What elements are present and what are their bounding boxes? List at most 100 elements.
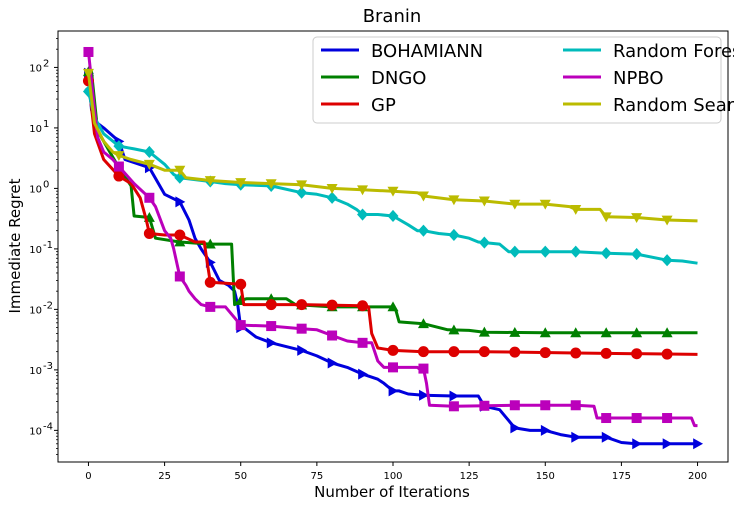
series-line-bohamiann (87, 73, 698, 446)
y-tick-label: 10 (29, 63, 42, 74)
data-point-gp (417, 346, 429, 358)
y-axis-title: Immediate Regret (6, 178, 24, 313)
data-point-npbo (357, 337, 368, 348)
data-point-random-forest (296, 186, 308, 199)
data-point-dngo (661, 327, 673, 338)
data-point-dngo (417, 318, 429, 329)
data-point-random-search (357, 185, 369, 196)
x-tick-label: 100 (383, 471, 402, 482)
data-point-random-search (143, 159, 155, 170)
data-point-dngo (478, 326, 490, 337)
data-point-gp (631, 348, 643, 360)
legend-label-dngo: DNGO (371, 68, 426, 89)
x-tick-label: 200 (688, 471, 707, 482)
data-point-npbo (83, 46, 94, 57)
data-point-bohamiann (662, 438, 673, 450)
y-tick-label: 10 (29, 124, 42, 135)
data-point-bohamiann (601, 431, 612, 443)
data-point-random-search (509, 199, 521, 210)
data-point-dngo (631, 327, 643, 338)
legend-label-npbo: NPBO (613, 68, 664, 89)
data-point-npbo (509, 400, 520, 411)
series-line-dngo (88, 70, 698, 335)
data-point-random-forest (509, 245, 521, 258)
data-point-random-search (265, 179, 277, 190)
data-point-gp (387, 344, 399, 356)
data-point-bohamiann (419, 389, 429, 401)
data-point-gp (539, 347, 551, 359)
data-point-npbo (601, 413, 612, 424)
x-axis-title: Number of Iterations (314, 483, 470, 501)
data-point-bohamiann (449, 390, 460, 402)
data-point-gp (570, 347, 582, 359)
data-point-dngo (448, 324, 460, 335)
y-tick-exponent: -4 (43, 421, 53, 432)
data-point-random-search (631, 213, 643, 224)
data-point-random-search (417, 191, 429, 202)
x-tick-label: 175 (612, 471, 631, 482)
data-point-npbo (144, 192, 155, 203)
data-point-dngo (174, 236, 186, 247)
data-point-npbo (296, 323, 307, 334)
series-npbo (83, 46, 698, 428)
series-line-gp (87, 80, 698, 356)
data-point-npbo (388, 362, 398, 373)
data-point-random-search (387, 186, 399, 197)
data-point-dngo (539, 327, 551, 338)
data-point-bohamiann (571, 431, 582, 443)
data-point-dngo (600, 327, 612, 338)
data-point-random-search (539, 199, 551, 210)
data-point-random-search (661, 215, 673, 226)
data-point-random-search (600, 212, 612, 223)
data-point-bohamiann (388, 385, 399, 397)
legend-label-bohamiann: BOHAMIANN (371, 41, 483, 62)
data-point-npbo (174, 271, 185, 282)
x-tick-label: 125 (460, 471, 479, 482)
data-point-bohamiann (297, 344, 308, 356)
y-tick-label: 10 (29, 426, 42, 437)
x-axis: 0 25 50 75 100 125 150 175 200 (85, 462, 707, 482)
data-point-npbo (327, 330, 338, 341)
data-point-random-forest (326, 191, 338, 204)
data-point-random-search (113, 151, 125, 161)
data-point-gp (296, 299, 308, 311)
data-point-gp (265, 299, 277, 311)
legend-label-gp: GP (371, 95, 396, 116)
y-tick-exponent: -1 (43, 240, 53, 251)
data-point-random-forest (448, 228, 460, 242)
data-point-npbo (448, 401, 459, 412)
chart-title: Branin (363, 6, 422, 27)
y-tick-label: 10 (29, 305, 42, 316)
y-tick-label: 10 (29, 184, 42, 195)
series-dngo (82, 66, 698, 338)
data-point-random-forest (357, 208, 369, 221)
y-tick-exponent: -3 (43, 361, 53, 372)
data-point-bohamiann (632, 438, 643, 450)
data-point-random-forest (600, 247, 612, 260)
data-point-random-search (204, 176, 216, 187)
data-point-random-forest (113, 140, 125, 153)
data-point-gp (326, 299, 338, 311)
series-layer (82, 46, 704, 450)
data-point-npbo (631, 413, 642, 424)
legend-box (312, 36, 722, 124)
data-point-random-search (478, 196, 490, 207)
x-tick-label: 75 (310, 471, 323, 482)
data-point-random-forest (570, 245, 582, 258)
data-point-npbo (235, 320, 246, 331)
data-point-npbo (266, 321, 277, 332)
data-point-npbo (113, 161, 124, 172)
data-point-gp (357, 300, 369, 312)
data-point-gp (509, 346, 521, 358)
data-point-random-forest (478, 236, 490, 249)
data-point-gp (235, 278, 247, 290)
y-tick-exponent: 1 (43, 119, 49, 130)
data-point-gp (113, 170, 125, 182)
data-point-gp (600, 347, 612, 359)
data-point-bohamiann (510, 422, 521, 434)
legend-label-random-forest: Random Forest (613, 41, 734, 62)
data-point-gp (174, 229, 186, 241)
data-point-gp (478, 346, 490, 358)
